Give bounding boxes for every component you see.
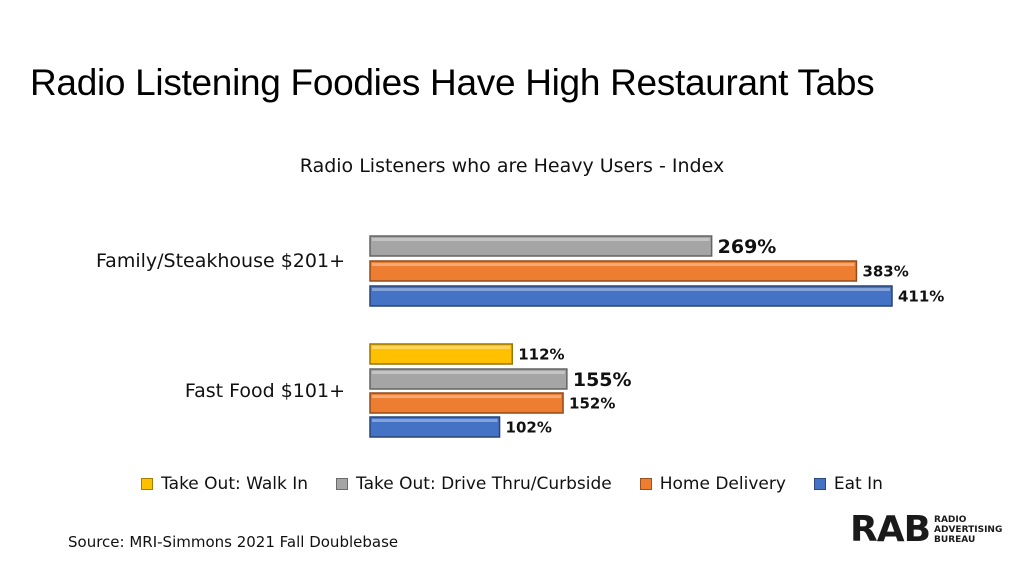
legend-item: Eat In [813,474,883,494]
legend-item: Home Delivery [639,474,786,494]
bar-highlight [372,288,890,291]
legend-label: Take Out: Drive Thru/Curbside [356,474,612,494]
bar-highlight [372,371,565,374]
value-label: 155% [573,369,632,391]
legend-item: Take Out: Walk In [141,474,308,494]
value-label: 152% [569,394,615,412]
legend-item: Take Out: Drive Thru/Curbside [336,474,612,494]
value-label: 102% [506,418,552,436]
rab-logo: RAB RADIO ADVERTISING BUREAU [850,512,1012,548]
bar-highlight [372,346,511,349]
value-label: 112% [518,345,564,363]
category-label: Family/Steakhouse $201+ [96,250,345,272]
legend-swatch [336,478,349,490]
slide-title: Radio Listening Foodies Have High Restau… [30,62,875,103]
bar [369,260,858,282]
bar [369,416,501,438]
bar-highlight [372,238,710,241]
bar [369,235,713,257]
rab-logo-mark: RAB [850,509,931,550]
legend-label: Take Out: Walk In [161,474,309,494]
bar [369,285,893,307]
rab-logo-text: RADIO ADVERTISING BUREAU [934,515,1003,545]
legend-label: Eat In [833,474,883,494]
value-label: 383% [862,262,908,280]
source-note: Source: MRI-Simmons 2021 Fall Doublebase [68,533,399,551]
value-label: 269% [718,236,777,258]
bar [369,368,568,390]
chart-legend: Take Out: Walk In Take Out: Drive Thru/Cu… [0,474,1024,494]
bar-highlight [372,395,562,398]
bars-group: Family/Steakhouse $201+ 269% 383% 411% Fast … [96,235,944,438]
legend-swatch [639,478,652,490]
value-label: 411% [898,287,944,305]
bar-highlight [372,263,855,266]
legend-swatch [813,478,826,490]
legend-swatch [141,478,154,490]
bar-highlight [372,419,498,422]
bar-chart: Family/Steakhouse $201+ 269% 383% 411% Fast … [96,235,944,438]
bar [369,392,564,414]
category-label: Fast Food $101+ [185,380,345,402]
chart-subtitle: Radio Listeners who are Heavy Users - In… [299,155,725,177]
legend-label: Home Delivery [659,474,786,494]
bar [369,343,513,365]
